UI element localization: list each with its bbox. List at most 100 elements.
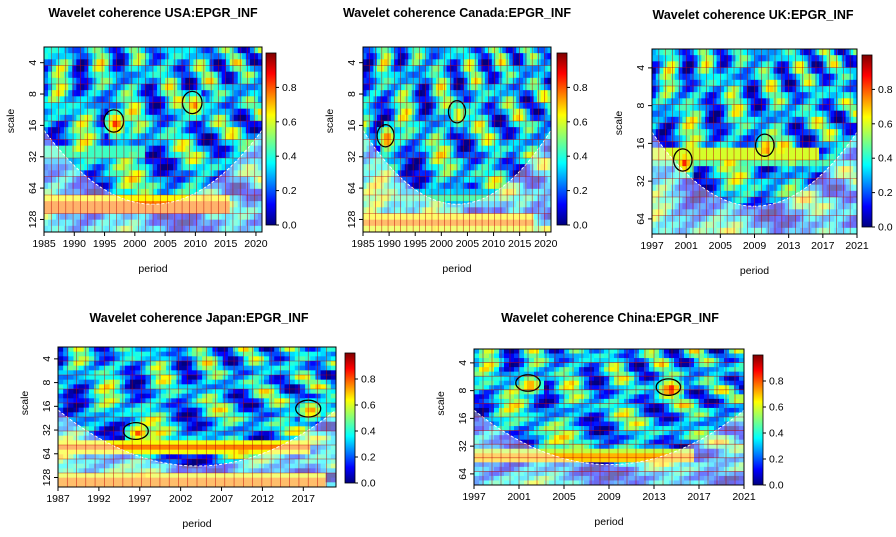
y-tick-label: 64 — [346, 182, 358, 194]
x-axis-label: period — [740, 265, 769, 277]
x-tick-label: 1985 — [32, 238, 56, 250]
x-tick-label: 2017 — [811, 240, 835, 252]
panel-title: Wavelet coherence Japan:EPGR_INF — [89, 311, 308, 325]
colorbar — [265, 52, 277, 226]
colorbar-tick-label: 0.0 — [878, 222, 893, 234]
y-tick-label: 32 — [346, 151, 358, 163]
colorbar-tick-label: 0.8 — [769, 376, 784, 388]
wavelet-panel-3: Wavelet coherence Japan:EPGR_INF 1987 1992… — [19, 311, 376, 530]
grid-lines — [652, 49, 857, 234]
coherence-heatmap — [363, 47, 552, 233]
panel-title: Wavelet coherence USA:EPGR_INF — [48, 6, 258, 20]
x-tick-label: 2017 — [687, 491, 711, 503]
x-tick-label: 2000 — [123, 238, 147, 250]
colorbar-tick-label: 0.8 — [573, 82, 588, 94]
y-tick-label: 4 — [635, 65, 647, 71]
x-tick-label: 2002 — [169, 493, 193, 505]
wavelet-panel-0: Wavelet coherence USA:EPGR_INF 1985 1990 19… — [5, 6, 297, 275]
grid-lines — [58, 347, 336, 487]
x-axis-label: period — [594, 516, 623, 528]
panel-title: Wavelet coherence China:EPGR_INF — [501, 311, 719, 325]
x-axis-label: period — [182, 518, 211, 530]
colorbar-tick-label: 0.4 — [573, 151, 588, 163]
x-tick-label: 2007 — [210, 493, 234, 505]
plot-frame — [43, 46, 263, 233]
y-tick-label: 4 — [346, 60, 358, 66]
colorbar-tick-label: 0.4 — [769, 428, 784, 440]
x-tick-label: 1990 — [63, 238, 87, 250]
y-axis-label: scale — [613, 111, 625, 136]
x-tick-label: 2012 — [251, 493, 275, 505]
y-tick-label: 128 — [41, 469, 53, 487]
x-tick-label: 2017 — [292, 493, 316, 505]
coherence-heatmap — [58, 347, 337, 488]
colorbar-tick-label: 0.4 — [878, 153, 893, 165]
y-tick-label: 8 — [346, 91, 358, 97]
y-tick-label: 64 — [41, 448, 53, 460]
y-tick-label: 16 — [346, 119, 358, 131]
colorbar-tick-label: 0.6 — [282, 116, 297, 128]
y-tick-label: 16 — [635, 137, 647, 149]
grid-lines — [363, 47, 551, 232]
x-tick-label: 1990 — [377, 238, 401, 250]
colorbar-tick-label: 0.8 — [878, 84, 893, 96]
x-tick-label: 2015 — [508, 238, 532, 250]
plot-frame — [57, 346, 337, 488]
colorbar — [556, 52, 568, 226]
y-tick-label: 64 — [27, 182, 39, 194]
x-tick-label: 1985 — [351, 238, 375, 250]
plot-frame — [362, 46, 552, 233]
y-tick-label: 16 — [457, 412, 469, 424]
y-axis-label: scale — [435, 391, 447, 416]
x-tick-label: 2005 — [153, 238, 177, 250]
x-tick-label: 1987 — [46, 493, 70, 505]
panel-title: Wavelet coherence Canada:EPGR_INF — [343, 6, 571, 20]
y-tick-label: 32 — [27, 151, 39, 163]
y-tick-label: 64 — [635, 213, 647, 225]
y-tick-label: 4 — [41, 356, 53, 362]
x-tick-label: 2005 — [456, 238, 480, 250]
wavelet-panel-2: Wavelet coherence UK:EPGR_INF 1997 2001 200… — [613, 8, 893, 277]
x-axis-label: period — [442, 263, 471, 275]
y-tick-label: 8 — [457, 388, 469, 394]
colorbar-tick-label: 0.8 — [282, 82, 297, 94]
y-tick-label: 8 — [635, 103, 647, 109]
y-tick-label: 8 — [27, 91, 39, 97]
x-tick-label: 2009 — [743, 240, 767, 252]
x-tick-label: 2020 — [534, 238, 558, 250]
x-tick-label: 2009 — [597, 491, 621, 503]
panel-title: Wavelet coherence UK:EPGR_INF — [653, 8, 854, 22]
y-tick-label: 4 — [27, 60, 39, 66]
grid-lines — [474, 349, 744, 485]
x-tick-label: 2021 — [845, 240, 869, 252]
significance-contour — [655, 378, 682, 396]
y-tick-label: 16 — [27, 119, 39, 131]
y-tick-label: 32 — [41, 424, 53, 436]
colorbar-tick-label: 0.6 — [361, 400, 376, 412]
colorbar-tick-label: 0.0 — [573, 220, 588, 232]
x-tick-label: 1997 — [462, 491, 486, 503]
x-axis-label: period — [138, 263, 167, 275]
x-tick-label: 2015 — [214, 238, 238, 250]
x-tick-label: 2005 — [552, 491, 576, 503]
colorbar-tick-label: 0.4 — [282, 151, 297, 163]
cone-of-influence — [362, 128, 552, 233]
y-tick-label: 32 — [457, 440, 469, 452]
colorbar-tick-label: 0.2 — [878, 187, 893, 199]
colorbar — [861, 54, 873, 228]
x-tick-label: 2001 — [674, 240, 698, 252]
significance-contour — [754, 133, 775, 157]
y-tick-label: 16 — [41, 400, 53, 412]
colorbar-tick-label: 0.6 — [878, 118, 893, 130]
x-tick-label: 1995 — [404, 238, 428, 250]
colorbar-tick-label: 0.0 — [769, 480, 784, 492]
colorbar-tick-label: 0.6 — [573, 116, 588, 128]
x-tick-label: 2013 — [642, 491, 666, 503]
y-tick-label: 32 — [635, 175, 647, 187]
y-axis-label: scale — [324, 109, 336, 134]
x-tick-label: 2013 — [777, 240, 801, 252]
x-tick-label: 2010 — [482, 238, 506, 250]
y-tick-label: 8 — [41, 380, 53, 386]
colorbar — [344, 352, 356, 484]
